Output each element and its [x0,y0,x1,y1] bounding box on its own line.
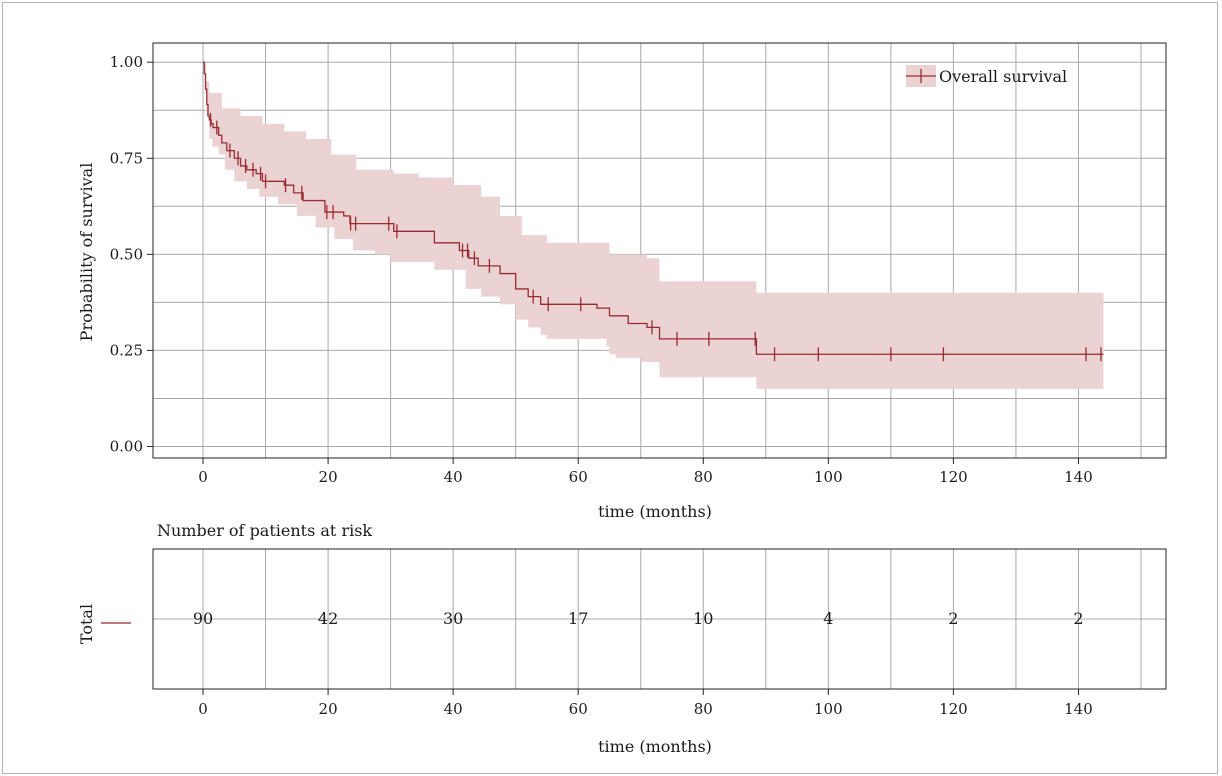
x-tick-label: 140 [1064,468,1093,486]
legend-label: Overall survival [939,67,1067,86]
risk-table-title: Number of patients at risk [157,521,372,540]
y-tick-label: 0.25 [110,341,143,359]
risk-values: 90 42 30 17 10 4 2 2 [193,609,1084,628]
x-tick-label: 100 [814,468,843,486]
x-tick-label: 80 [694,468,713,486]
risk-x-tick-label: 60 [569,700,588,718]
risk-x-tick-label: 0 [198,700,208,718]
risk-value: 30 [443,609,463,628]
confidence-band [203,62,1104,389]
survival-plot: 0.000.250.500.751.00 0 20 40 60 80 100 120 140 … [77,42,1167,521]
risk-value: 10 [693,609,713,628]
y-tick-label: 0.50 [110,245,143,263]
survival-curve [203,61,1104,355]
risk-value: 90 [193,609,213,628]
y-axis-title: Probability of survival [77,163,96,342]
x-tick-label: 0 [198,468,208,486]
risk-value: 42 [318,609,338,628]
risk-x-tick-label: 40 [444,700,463,718]
legend: Overall survival [906,65,1067,87]
survival-grid [153,43,1166,458]
censor-marks [209,112,1102,362]
y-tick-label: 0.75 [110,149,143,167]
risk-x-axis-title: time (months) [598,737,712,756]
risk-value: 2 [948,609,958,628]
risk-x-tick-label: 80 [694,700,713,718]
x-axis-title: time (months) [598,502,712,521]
risk-x-tick-label: 120 [939,700,968,718]
x-tick-label: 20 [319,468,338,486]
risk-value: 2 [1073,609,1083,628]
x-tick-label: 40 [444,468,463,486]
risk-table-grid [153,549,1166,689]
risk-x-tick-label: 20 [319,700,338,718]
risk-table: Number of patients at risk 90 42 30 17 10 4 2 2… [77,521,1167,756]
risk-row-label: Total [77,604,96,644]
y-tick-label: 0.00 [110,437,143,455]
x-axis-ticks: 0 20 40 60 80 100 120 140 [198,458,1093,486]
y-tick-label: 1.00 [110,53,143,71]
risk-table-frame [152,548,1167,690]
risk-x-tick-label: 100 [814,700,843,718]
x-tick-label: 120 [939,468,968,486]
risk-x-axis-ticks: 0 20 40 60 80 100 120 140 [198,689,1093,718]
risk-value: 4 [823,609,833,628]
y-axis-ticks: 0.00 0.25 0.50 0.75 1.00 [110,53,153,455]
risk-x-tick-label: 140 [1064,700,1093,718]
x-tick-label: 60 [569,468,588,486]
risk-value: 17 [568,609,588,628]
survival-plot-frame [152,42,1167,459]
